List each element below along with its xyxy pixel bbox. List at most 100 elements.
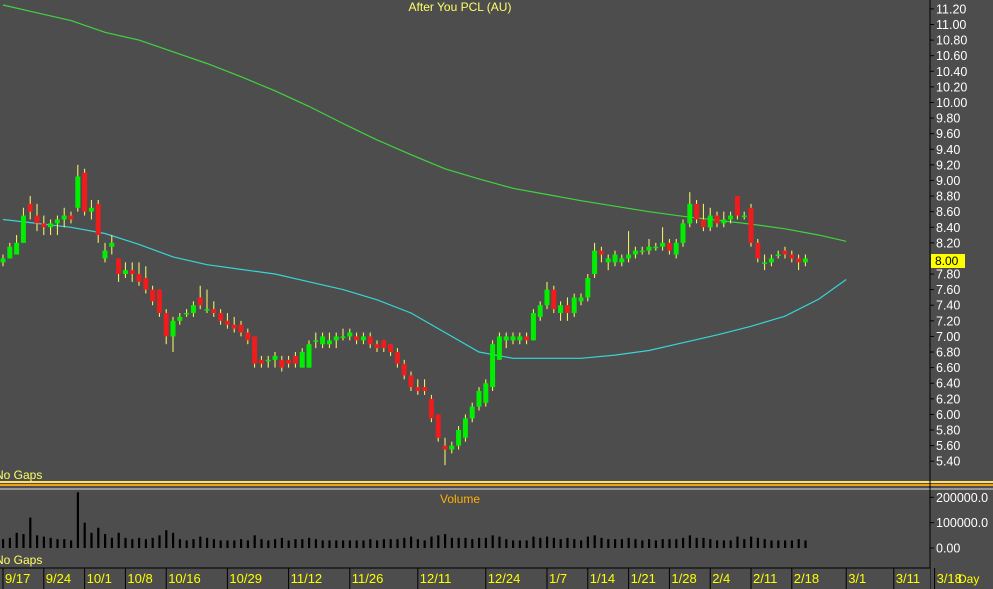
candle-body-down	[700, 219, 706, 228]
candle	[435, 414, 441, 442]
volume-bar	[22, 534, 25, 548]
candle	[136, 262, 142, 286]
date-tick-label: 2/4	[712, 571, 730, 586]
volume-bar	[376, 540, 379, 548]
candle-body-down	[163, 313, 169, 337]
period-label[interactable]: Day	[958, 572, 979, 586]
candle	[571, 293, 577, 317]
candle	[694, 199, 700, 224]
panel-separator	[0, 484, 993, 486]
volume-bar	[226, 540, 229, 548]
price-tick-label: 7.00	[936, 330, 960, 344]
volume-bar	[260, 539, 263, 548]
candle	[82, 168, 88, 216]
candle-body-down	[666, 242, 672, 251]
candle	[394, 348, 400, 368]
candle	[734, 196, 740, 220]
candle	[245, 328, 251, 345]
volume-bar	[131, 539, 134, 548]
candle-body-down	[782, 250, 788, 255]
candle	[428, 394, 434, 423]
candle-body-down	[394, 352, 400, 364]
candle-body-up	[75, 176, 81, 208]
price-tick-label: 7.80	[936, 268, 960, 282]
volume-bar	[178, 539, 181, 548]
volume-bar	[675, 539, 678, 548]
volume-bar	[206, 537, 209, 548]
candle	[333, 332, 339, 349]
candle-body-down	[34, 215, 40, 224]
volume-bar	[464, 537, 467, 548]
volume-bar	[620, 539, 623, 548]
candle	[768, 254, 774, 267]
candle	[680, 219, 686, 247]
candle	[374, 340, 380, 353]
volume-bar	[274, 539, 277, 548]
volume-bar	[396, 539, 399, 548]
candle-body-up	[619, 258, 625, 263]
candle-body-up	[592, 250, 598, 275]
candle	[700, 203, 706, 232]
candle-body-up	[585, 277, 591, 298]
volume-bar	[212, 539, 215, 548]
candle	[517, 332, 523, 345]
candle-body-up	[496, 336, 502, 360]
price-tick-label: 9.80	[936, 112, 960, 126]
candle	[306, 340, 312, 368]
candle	[646, 238, 652, 255]
volume-bar	[2, 539, 5, 548]
candle	[95, 199, 101, 243]
candle	[170, 316, 176, 353]
candle-body-down	[564, 305, 570, 314]
candle-body-up	[728, 215, 734, 220]
candle	[476, 387, 482, 411]
candle-body-down	[694, 203, 700, 220]
volume-bar	[804, 540, 807, 548]
volume-bar	[63, 539, 66, 548]
date-tick-label: 10/1	[87, 571, 112, 586]
price-tick-label: 5.40	[936, 455, 960, 469]
volume-bar	[36, 535, 39, 548]
volume-bar	[770, 540, 773, 548]
candle	[442, 437, 448, 466]
candle-body-down	[129, 270, 135, 275]
candle	[510, 332, 516, 345]
candle	[789, 250, 795, 263]
volume-bar	[566, 537, 569, 548]
candle	[367, 332, 373, 349]
candle	[211, 301, 217, 317]
candle-body-down	[388, 344, 394, 353]
price-tick-label: 5.80	[936, 424, 960, 438]
volume-bar	[790, 540, 793, 548]
candle	[782, 246, 788, 259]
candle	[537, 301, 543, 321]
candle	[272, 352, 278, 368]
price-tick-label: 9.00	[936, 174, 960, 188]
candle-body-up	[680, 223, 686, 243]
volume-bar	[49, 537, 52, 548]
candle	[286, 355, 292, 368]
volume-bar	[722, 540, 725, 548]
candle	[7, 242, 13, 259]
volume-bar	[763, 539, 766, 548]
candle	[598, 246, 604, 263]
date-tick-label: 3/11	[896, 571, 920, 586]
candle	[714, 211, 720, 228]
volume-bar	[593, 535, 596, 548]
volume-bar	[661, 539, 664, 548]
price-tick-label: 6.60	[936, 361, 960, 375]
candle-body-down	[95, 203, 101, 236]
date-tick-label: 10/29	[229, 571, 262, 586]
volume-bar	[648, 539, 651, 548]
candle-body-up	[272, 355, 278, 360]
volume-bar	[219, 540, 222, 548]
candle	[238, 320, 244, 337]
volume-bar	[389, 539, 392, 548]
volume-bar	[688, 535, 691, 548]
candle-body-up	[122, 270, 128, 275]
volume-bar	[192, 539, 195, 548]
candle	[75, 164, 81, 212]
candle	[496, 332, 502, 360]
candle-body-down	[551, 289, 557, 310]
candle	[388, 344, 394, 356]
